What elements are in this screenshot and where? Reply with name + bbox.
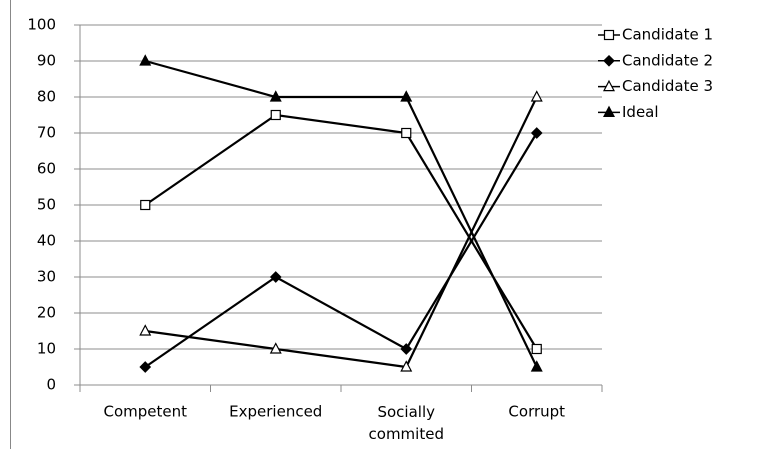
- point: [531, 343, 542, 355]
- point: [269, 90, 282, 102]
- point: [140, 199, 151, 211]
- point: [269, 342, 282, 354]
- x-tick-label: Competent: [103, 403, 187, 421]
- legend-marker: [603, 29, 615, 41]
- point: [270, 109, 281, 121]
- series-line: [144, 132, 538, 368]
- y-tick-label: 0: [46, 376, 56, 394]
- y-tick-label: 20: [37, 304, 56, 322]
- x-tick-label: Corrupt: [508, 403, 565, 421]
- point: [400, 360, 413, 372]
- y-tick-label: 30: [37, 268, 56, 286]
- point: [401, 127, 412, 139]
- legend-marker: [603, 105, 615, 118]
- y-tick-label: 90: [37, 52, 56, 70]
- legend-label: Candidate 1: [622, 26, 713, 44]
- x-tick-label: Socially commited: [369, 403, 444, 443]
- y-tick-label: 10: [37, 340, 56, 358]
- series-line: [144, 59, 538, 368]
- legend-label: Ideal: [622, 103, 659, 121]
- point: [139, 54, 152, 66]
- point: [530, 90, 543, 102]
- y-tick-label: 40: [37, 232, 56, 250]
- y-tick-label: 70: [37, 124, 56, 142]
- point: [530, 360, 543, 372]
- point: [400, 343, 413, 355]
- x-tick-label: Experienced: [229, 403, 322, 421]
- y-tick-label: 50: [37, 196, 56, 214]
- point: [139, 324, 152, 336]
- legend-label: Candidate 2: [622, 51, 713, 69]
- y-tick-label: 60: [37, 160, 56, 178]
- point: [530, 127, 543, 139]
- y-tick-label: 80: [37, 88, 56, 106]
- legend-marker: [603, 79, 615, 92]
- point: [400, 90, 413, 102]
- point: [269, 271, 282, 283]
- y-tick-label: 100: [27, 16, 56, 34]
- legend-marker: [603, 54, 615, 67]
- legend-label: Candidate 3: [622, 77, 713, 95]
- point: [139, 361, 152, 373]
